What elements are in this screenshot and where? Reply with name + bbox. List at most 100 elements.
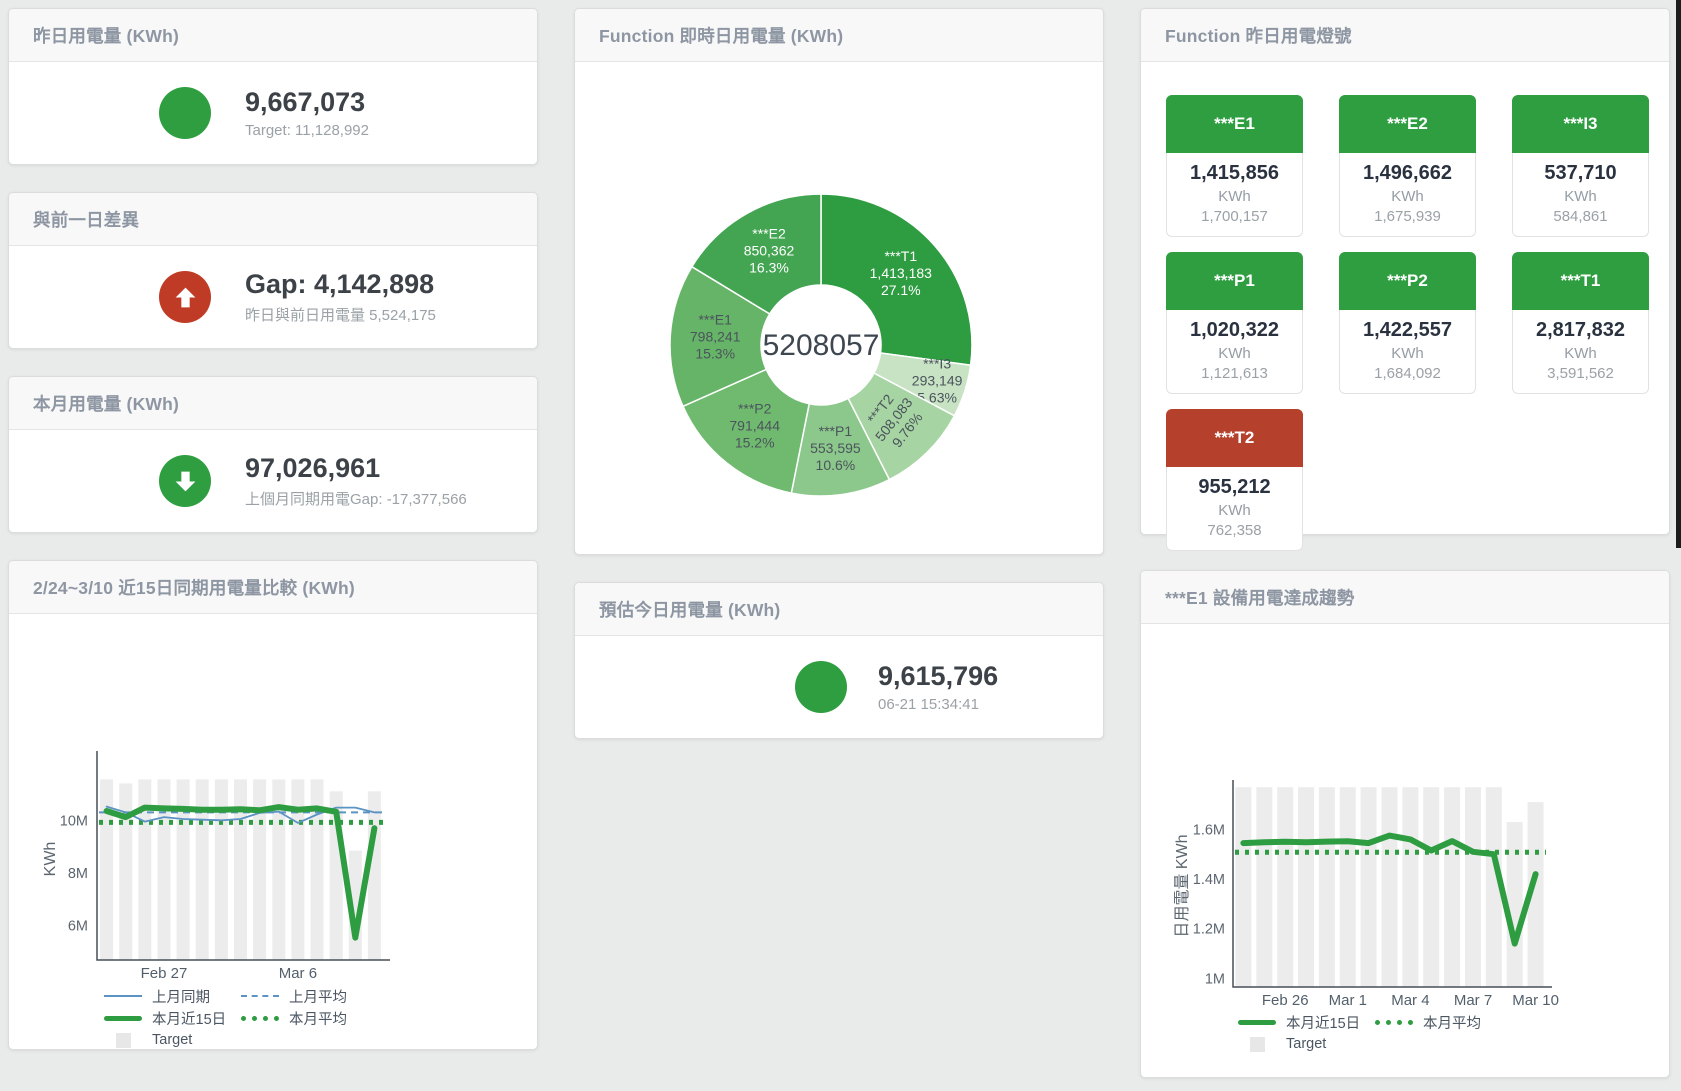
y-tick-label: 1.2M [1193, 922, 1225, 938]
tile-status-header: ***P1 [1166, 252, 1303, 310]
arrow-up-icon [159, 271, 211, 323]
axis-lines [96, 751, 390, 961]
status-tile: ***E1 1,415,856 KWh 1,700,157 [1166, 95, 1303, 237]
y-tick-label: 6M [68, 919, 88, 935]
tile-status-header: ***T2 [1166, 409, 1303, 467]
legend-swatch-icon [1375, 1019, 1413, 1025]
card-realtime-donut: Function 即時日用電量 (KWh) ***T1 1,413,183 27.1… [574, 8, 1104, 555]
status-tile-grid: ***E1 1,415,856 KWh 1,700,157 ***E2 1,496,662… [1166, 95, 1650, 551]
donut-slice[interactable]: ***P2 791,444 15.2% [682, 368, 811, 494]
status-circle-icon [159, 87, 211, 139]
card-estimate-today: 預估今日用電量 (KWh) 9,615,796 06-21 15:34:41 [574, 582, 1104, 739]
legend-item[interactable]: 本月近15日 [1238, 1012, 1375, 1033]
x-tick-label: Mar 4 [1391, 992, 1429, 1009]
kpi-body: 97,026,961 上個月同期用電Gap: -17,377,566 [9, 430, 537, 532]
y-tick-label: 1M [1205, 971, 1225, 987]
tile-body: 1,415,856 KWh 1,700,157 [1166, 153, 1303, 237]
kpi-subtext: 上個月同期用電Gap: -17,377,566 [245, 490, 467, 508]
donut-slice[interactable]: ***T1 1,413,183 27.1% [820, 193, 973, 367]
card-header: Function 昨日用電燈號 [1141, 9, 1669, 62]
kpi-body: 9,667,073 Target: 11,128,992 [9, 62, 537, 164]
legend-label: Target [152, 1032, 193, 1048]
slice-label: ***E1 798,241 15.3% [690, 311, 741, 361]
card-month-usage: 本月用電量 (KWh) 97,026,961 上個月同期用電Gap: -17,3… [8, 376, 538, 533]
legend-item[interactable]: Target [1238, 1036, 1375, 1052]
x-tick-label: Mar 7 [1454, 992, 1492, 1009]
tile-value: 1,020,322 [1190, 319, 1279, 341]
tile-target-value: 584,861 [1553, 208, 1608, 225]
kpi-text: 9,615,796 06-21 15:34:41 [878, 661, 998, 712]
legend-swatch-icon [104, 995, 142, 997]
card-title: 預估今日用電量 (KWh) [599, 599, 781, 620]
tile-status-header: ***E1 [1166, 95, 1303, 153]
slice-label: ***P1 553,595 10.6% [810, 423, 861, 473]
kpi-body: Gap: 4,142,898 昨日與前日用電量 5,524,175 [9, 246, 537, 348]
legend-label: 上月平均 [289, 989, 347, 1006]
legend-item[interactable]: 上月同期 [104, 986, 241, 1007]
arrow-down-icon [159, 455, 211, 507]
compare-chart: 6M 8M 10M Feb 27 Mar 6 KWh [42, 751, 390, 982]
tile-target-value: 3,591,562 [1547, 365, 1614, 382]
status-tile: ***I3 537,710 KWh 584,861 [1512, 95, 1649, 237]
donut-center-total: 5208057 [763, 329, 880, 362]
tile-target-value: 762,358 [1207, 522, 1262, 539]
legend-label: 本月平均 [1423, 1015, 1481, 1032]
y-axis-title: KWh [42, 842, 59, 877]
series-line [1240, 832, 1539, 947]
donut-slice[interactable]: ***I3 293,149 5.63% [872, 352, 972, 417]
legend-item[interactable]: 本月近15日 [104, 1008, 241, 1029]
card-title: 昨日用電量 (KWh) [33, 25, 180, 46]
x-tick-label: Mar 6 [279, 965, 317, 982]
status-circle-icon [795, 661, 847, 713]
kpi-text: 9,667,073 Target: 11,128,992 [245, 87, 369, 138]
card-day-gap: 與前一日差異 Gap: 4,142,898 昨日與前日用電量 5,524,175 [8, 192, 538, 349]
card-compare-chart: 2/24~3/10 近15日同期用電量比較 (KWh) 6M 8M 10M Feb 2… [8, 560, 538, 1050]
tile-value: 1,415,856 [1190, 162, 1279, 184]
donut-slice[interactable]: ***T2508,0839.76% [847, 372, 956, 481]
scrollbar[interactable] [1676, 0, 1681, 548]
legend-label: Target [1286, 1036, 1327, 1052]
tile-value: 537,710 [1544, 162, 1617, 184]
legend-swatch-icon [1238, 1019, 1276, 1025]
card-trend-chart: ***E1 設備用電達成趨勢 1M 1.2M 1.4M 1.6M Feb 26 Mar 1… [1140, 570, 1670, 1078]
tile-target-value: 1,700,157 [1201, 208, 1268, 225]
card-title: 2/24~3/10 近15日同期用電量比較 (KWh) [33, 577, 355, 598]
y-tick-label: 1.6M [1193, 822, 1225, 838]
x-tick-label: Mar 10 [1512, 992, 1559, 1009]
tile-status-header: ***E2 [1339, 95, 1476, 153]
card-header: 昨日用電量 (KWh) [9, 9, 537, 62]
legend-label: 本月平均 [289, 1011, 347, 1028]
card-title: Function 即時日用電量 (KWh) [599, 25, 844, 46]
kpi-subtext: 昨日與前日用電量 5,524,175 [245, 306, 436, 324]
slice-label: ***T1 1,413,183 27.1% [870, 248, 932, 298]
donut-slice[interactable]: ***E1 798,241 15.3% [669, 265, 771, 408]
donut-slice[interactable]: ***E2 850,362 16.3% [690, 193, 822, 315]
legend-item[interactable]: 上月平均 [241, 986, 378, 1007]
tile-unit: KWh [1391, 345, 1424, 362]
status-tile: ***T1 2,817,832 KWh 3,591,562 [1512, 252, 1649, 394]
kpi-value: Gap: 4,142,898 [245, 269, 435, 300]
series-line [103, 804, 378, 941]
legend-label: 上月同期 [152, 989, 210, 1006]
tile-unit: KWh [1218, 345, 1251, 362]
kpi-value: 97,026,961 [245, 453, 381, 484]
legend-item[interactable]: 本月平均 [241, 1008, 378, 1029]
card-header: 預估今日用電量 (KWh) [575, 583, 1103, 636]
axis-lines [1232, 780, 1552, 988]
legend-item[interactable]: Target [104, 1032, 241, 1048]
card-title: 本月用電量 (KWh) [33, 393, 180, 414]
y-axis-title: 日用電量 KWh [1174, 834, 1191, 937]
card-title: Function 昨日用電燈號 [1165, 25, 1352, 46]
donut-slice[interactable]: ***P1 553,595 10.6% [790, 397, 891, 497]
legend-label: 本月近15日 [1286, 1015, 1361, 1032]
kpi-body: 9,615,796 06-21 15:34:41 [575, 636, 1103, 738]
donut-chart: ***T1 1,413,183 27.1% ***I3 293,149 5.63%***T… [669, 193, 973, 497]
legend-item[interactable]: 本月平均 [1375, 1012, 1512, 1033]
card-header: ***E1 設備用電達成趨勢 [1141, 571, 1669, 624]
tile-value: 955,212 [1198, 476, 1271, 498]
x-tick-label: Feb 26 [1262, 992, 1309, 1009]
tile-value: 1,496,662 [1363, 162, 1452, 184]
tile-body: 955,212 KWh 762,358 [1166, 467, 1303, 551]
tile-unit: KWh [1218, 502, 1251, 519]
trend-chart-legend: 本月近15日 本月平均 Target [1238, 1011, 1512, 1055]
